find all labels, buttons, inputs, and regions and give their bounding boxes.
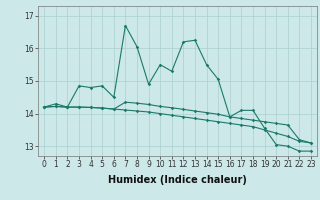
X-axis label: Humidex (Indice chaleur): Humidex (Indice chaleur) [108, 175, 247, 185]
